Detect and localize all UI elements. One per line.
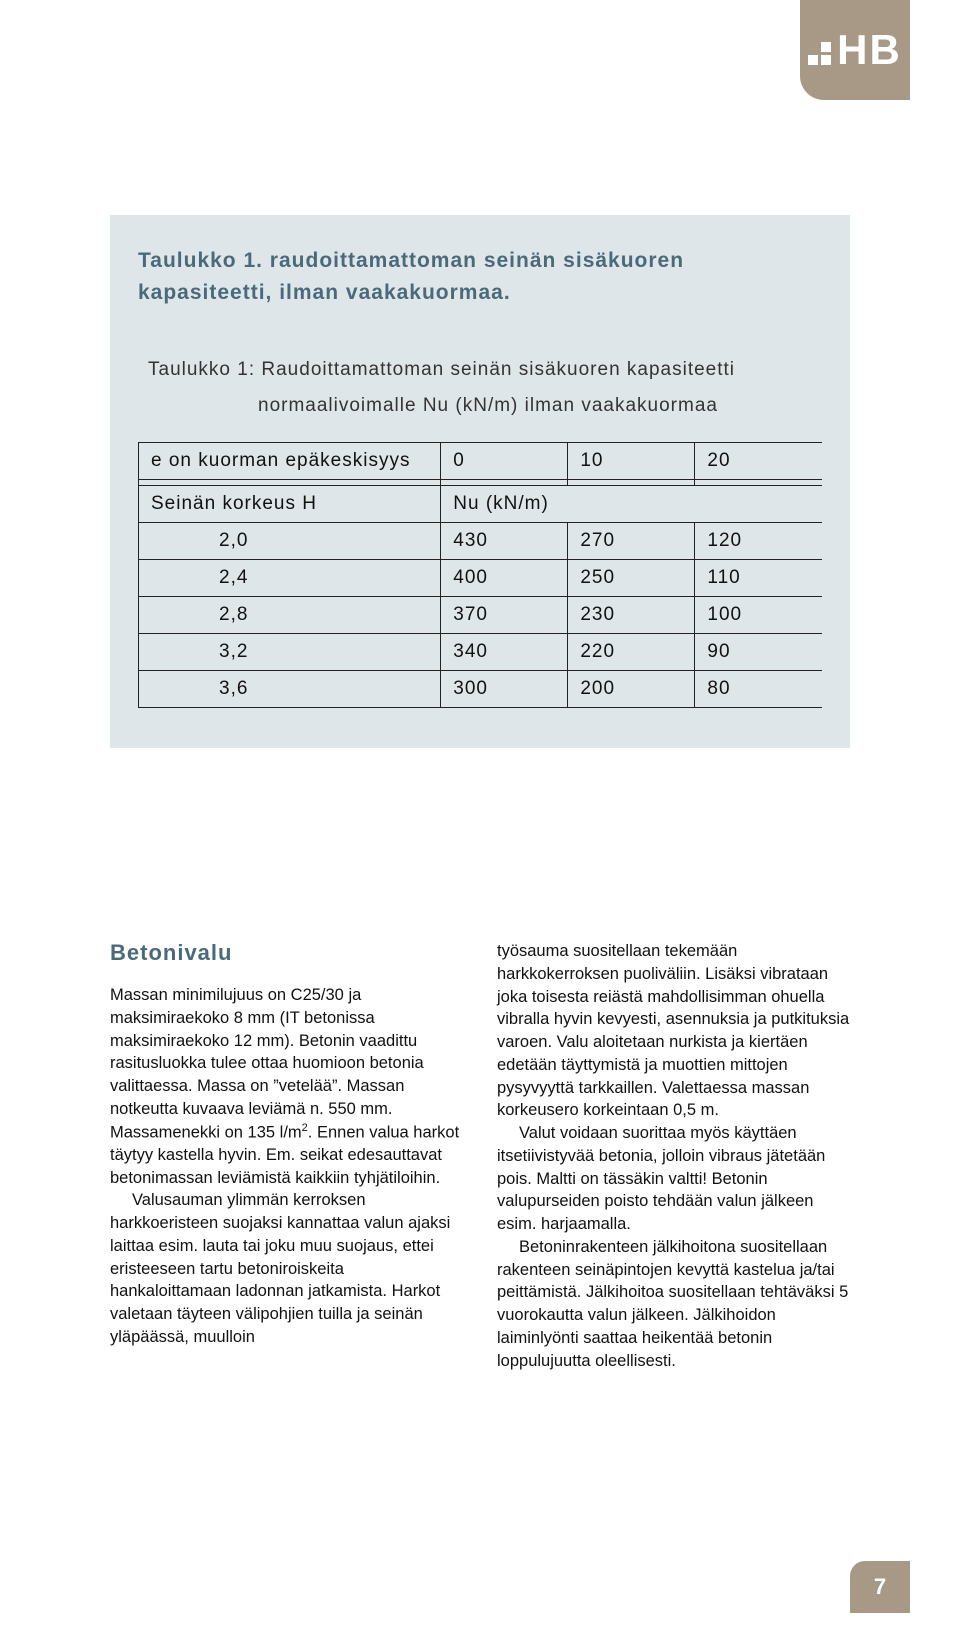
section-unit: Nu (kN/m) — [441, 486, 822, 523]
caption-line-2: normaalivoimalle Nu (kN/m) ilman vaakaku… — [148, 388, 812, 424]
row-h: 3,2 — [139, 634, 441, 671]
caption-line-1: Taulukko 1: Raudoittamattoman seinän sis… — [148, 352, 812, 388]
row-val: 200 — [568, 671, 695, 708]
row-val: 110 — [695, 560, 822, 597]
page-number-tab: 7 — [850, 1561, 910, 1613]
table-row: 2,0 430 270 120 — [139, 523, 823, 560]
capacity-table: e on kuorman epäkeskisyys 0 10 20 Seinän… — [138, 442, 822, 708]
table-header-row: e on kuorman epäkeskisyys 0 10 20 — [139, 443, 823, 480]
row-val: 90 — [695, 634, 822, 671]
section-label: Seinän korkeus H — [139, 486, 441, 523]
table-panel: Taulukko 1. raudoittamattoman seinän sis… — [110, 215, 850, 748]
row-val: 430 — [441, 523, 568, 560]
table-caption: Taulukko 1: Raudoittamattoman seinän sis… — [138, 352, 822, 442]
body-text: työsauma suositellaan tekemään harkkoker… — [497, 940, 850, 1373]
table-section-row: Seinän korkeus H Nu (kN/m) — [139, 486, 823, 523]
table-row: 2,8 370 230 100 — [139, 597, 823, 634]
row-val: 400 — [441, 560, 568, 597]
paragraph: Betoninrakenteen jälkihoitona suositella… — [497, 1236, 850, 1373]
left-column: Betonivalu Massan minimilujuus on C25/30… — [110, 940, 463, 1373]
body-columns: Betonivalu Massan minimilujuus on C25/30… — [110, 940, 850, 1373]
row-val: 220 — [568, 634, 695, 671]
header-val: 0 — [441, 443, 568, 480]
row-val: 370 — [441, 597, 568, 634]
row-val: 300 — [441, 671, 568, 708]
row-val: 250 — [568, 560, 695, 597]
header-label: e on kuorman epäkeskisyys — [139, 443, 441, 480]
table-row: 3,2 340 220 90 — [139, 634, 823, 671]
row-h: 2,0 — [139, 523, 441, 560]
row-h: 2,8 — [139, 597, 441, 634]
paragraph: työsauma suositellaan tekemään harkkoker… — [497, 940, 850, 1122]
logo-squares-icon — [808, 42, 831, 65]
table-row: 3,6 300 200 80 — [139, 671, 823, 708]
logo-tab: HB — [800, 0, 910, 100]
header-val: 10 — [568, 443, 695, 480]
page-number: 7 — [874, 1574, 886, 1600]
row-val: 270 — [568, 523, 695, 560]
row-val: 340 — [441, 634, 568, 671]
table-row: 2,4 400 250 110 — [139, 560, 823, 597]
row-val: 120 — [695, 523, 822, 560]
row-h: 2,4 — [139, 560, 441, 597]
paragraph: Valut voidaan suorittaa myös käyttäen it… — [497, 1122, 850, 1236]
body-text: Massan minimilujuus on C25/30 ja maksimi… — [110, 984, 463, 1349]
row-h: 3,6 — [139, 671, 441, 708]
row-val: 80 — [695, 671, 822, 708]
logo-text: HB — [837, 26, 902, 74]
section-heading: Betonivalu — [110, 940, 463, 966]
paragraph: Valusauman ylimmän kerroksen harkkoerist… — [110, 1189, 463, 1348]
header-val: 20 — [695, 443, 822, 480]
row-val: 230 — [568, 597, 695, 634]
paragraph: Massan minimilujuus on C25/30 ja maksimi… — [110, 984, 463, 1189]
logo: HB — [808, 26, 902, 74]
row-val: 100 — [695, 597, 822, 634]
right-column: työsauma suositellaan tekemään harkkoker… — [497, 940, 850, 1373]
table-title: Taulukko 1. raudoittamattoman seinän sis… — [138, 245, 822, 308]
